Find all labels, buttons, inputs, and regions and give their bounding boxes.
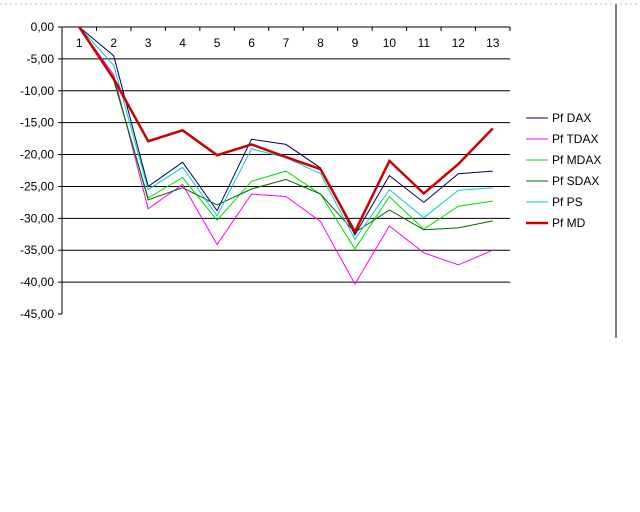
y-tick-label: 0,00 [31,20,55,34]
y-tick-label: -5,00 [27,52,55,66]
series-line [78,26,493,236]
x-axis: 1 2 3 4 5 6 7 8 9 10 11 12 13 [61,26,511,50]
x-tick-label: 13 [486,36,500,50]
x-tick-label: 9 [352,36,359,50]
legend-label: Pf TDAX [552,132,598,146]
x-tick-label: 8 [317,36,324,50]
legend-label: Pf PS [552,195,583,209]
legend-label: Pf MDAX [552,153,601,167]
x-tick-label: 4 [179,36,186,50]
x-tick-label: 12 [452,36,466,50]
x-tick-label: 2 [110,36,117,50]
x-tick-label: 3 [145,36,152,50]
x-tick-label: 11 [418,36,431,50]
x-tick-label: 10 [383,36,397,50]
y-tick-label: -45,00 [20,307,54,321]
y-tick-label: -40,00 [20,275,54,289]
legend: Pf DAX Pf TDAX Pf MDAX Pf SDAX Pf PS Pf MD [526,111,601,230]
y-tick-label: -20,00 [20,148,54,162]
series-lines [78,26,494,286]
x-tick-label: 1 [76,36,83,50]
y-axis: 0,00 -5,00 -10,00 -15,00 -20,00 -25,00 -30,00 -… [20,20,63,321]
x-tick-label: 5 [214,36,221,50]
series-line [78,26,494,235]
series-line [78,26,493,286]
series-line [78,26,493,250]
legend-label: Pf DAX [552,111,591,125]
y-tick-label: -15,00 [20,116,54,130]
gridlines [62,58,510,283]
series-line [78,26,493,234]
y-tick-label: -10,00 [20,84,54,98]
y-tick-label: -35,00 [20,243,54,257]
y-tick-label: -30,00 [20,211,54,225]
legend-label: Pf SDAX [552,174,599,188]
x-tick-label: 7 [283,36,290,50]
y-tick-label: -25,00 [20,179,54,193]
x-tick-label: 6 [248,36,255,50]
legend-label: Pf MD [552,216,586,230]
